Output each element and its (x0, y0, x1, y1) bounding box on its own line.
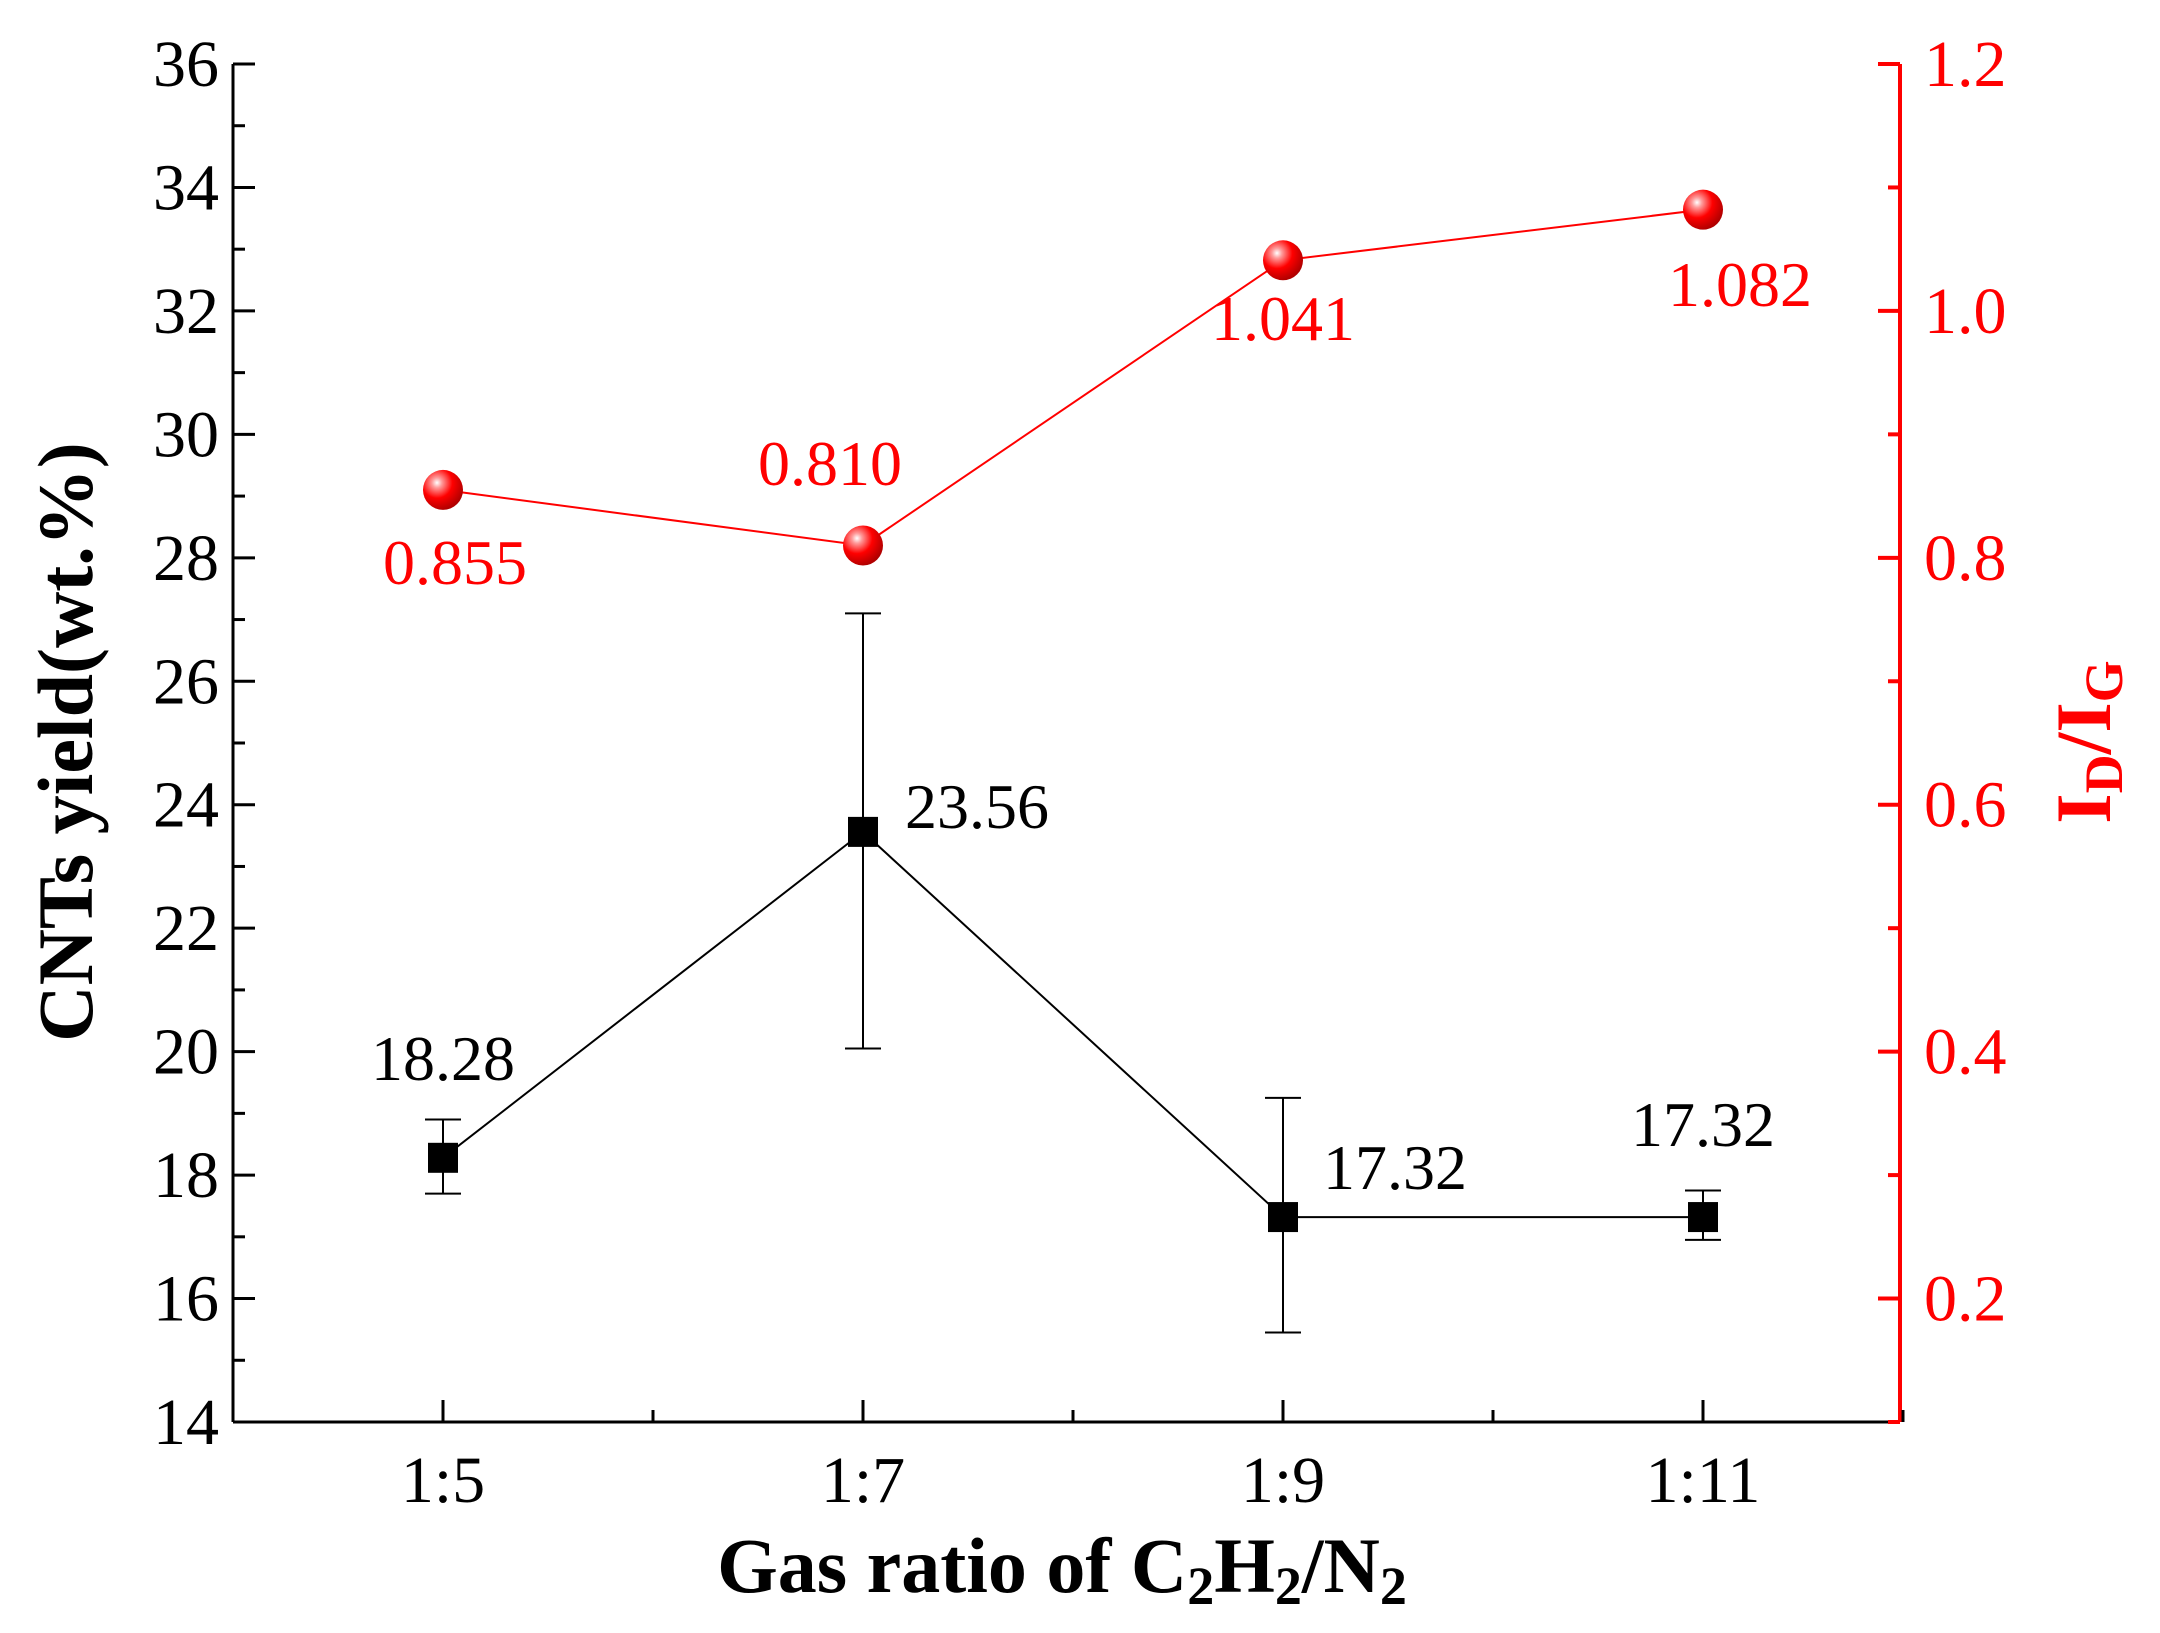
left-tick-label: 26 (153, 645, 219, 718)
left-tick-label: 20 (153, 1016, 219, 1089)
data-label: 0.810 (758, 428, 902, 499)
data-label: 1.041 (1211, 283, 1355, 354)
series-cnts-yield: 18.28 23.56 17.32 17.32 (371, 612, 1775, 1334)
right-tick-label: 0.8 (1924, 522, 2007, 595)
series-line (442, 208, 1704, 547)
left-tick-label: 16 (153, 1263, 219, 1336)
data-label: 23.56 (905, 771, 1049, 842)
left-tick-label: 22 (153, 892, 219, 965)
left-axis-ticks: 14 16 18 20 22 24 26 28 30 32 34 36 (153, 28, 255, 1459)
right-tick-label: 0.4 (1924, 1016, 2007, 1089)
square-marker (1268, 1202, 1298, 1233)
series-line (442, 830, 1703, 1219)
left-tick-label: 36 (153, 28, 219, 101)
right-tick-label: 0.2 (1924, 1263, 2007, 1336)
data-label: 17.32 (1631, 1089, 1775, 1160)
data-label: 18.28 (371, 1023, 515, 1094)
x-tick-label: 1:9 (1241, 1444, 1325, 1517)
sphere-marker (423, 469, 463, 510)
left-tick-label: 18 (153, 1139, 219, 1212)
left-tick-label: 24 (153, 769, 219, 842)
sphere-marker (1263, 240, 1303, 281)
series-id-ig: 0.855 0.810 1.041 1.082 (383, 189, 1812, 598)
right-y-axis-title: ID/IG (2040, 660, 2134, 823)
x-tick-label: 1:5 (401, 1444, 485, 1517)
x-tick-label: 1:7 (821, 1444, 905, 1517)
data-label: 0.855 (383, 527, 527, 598)
square-marker (848, 816, 878, 847)
right-tick-label: 1.0 (1924, 275, 2007, 348)
left-tick-label: 30 (153, 398, 219, 471)
left-tick-label: 34 (153, 151, 219, 224)
sphere-marker (843, 525, 883, 566)
data-label: 17.32 (1323, 1132, 1467, 1203)
sphere-marker (1683, 189, 1723, 230)
left-tick-label: 28 (153, 522, 219, 595)
right-axis-ticks: 0.2 0.4 0.6 0.8 1.0 1.2 (1878, 28, 2007, 1424)
left-tick-label: 14 (153, 1386, 219, 1459)
square-marker (428, 1142, 458, 1173)
left-tick-label: 32 (153, 275, 219, 348)
plot-frame (231, 64, 1902, 1424)
right-tick-label: 0.6 (1924, 769, 2007, 842)
x-tick-label: 1:11 (1646, 1444, 1761, 1517)
square-marker (1688, 1202, 1718, 1233)
right-tick-label: 1.2 (1924, 28, 2007, 101)
x-axis-ticks: 1:5 1:7 1:9 1:11 (231, 1400, 1905, 1517)
x-axis-title: Gas ratio of C2H2/N2 (717, 1522, 1407, 1616)
left-y-axis-title: CNTs yield(wt.%) (22, 442, 109, 1041)
data-label: 1.082 (1668, 249, 1812, 320)
